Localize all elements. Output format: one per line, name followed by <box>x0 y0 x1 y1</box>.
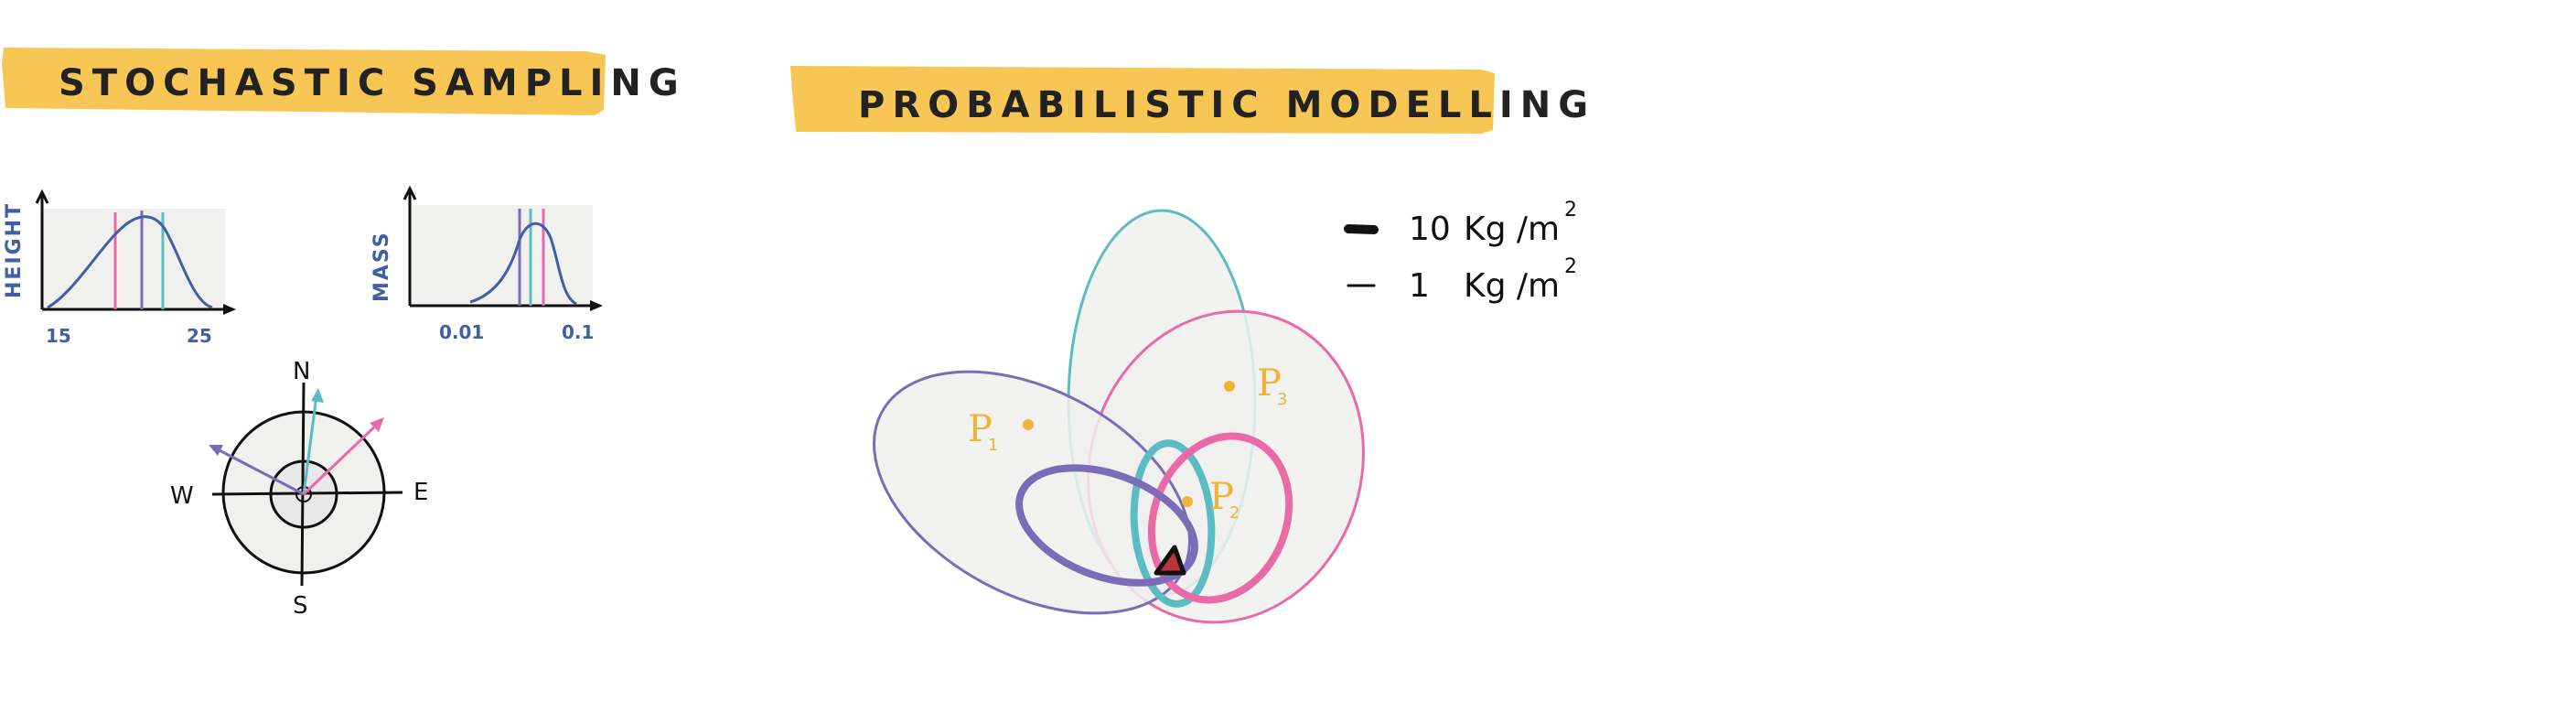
contour-thick-teal <box>1130 439 1216 608</box>
wind-arrow-teal-icon <box>311 388 324 403</box>
legend: 10 Kg /m 2 1 Kg /m 2 <box>1344 199 1577 305</box>
height-y-arrow-icon <box>35 189 49 204</box>
mass-x-arrow-icon <box>590 300 603 311</box>
mass-y-arrow-icon <box>402 185 417 200</box>
probability-diagram: P 1 P 2 P 3 <box>873 209 1365 624</box>
mass-ylabel: MASS <box>370 231 393 302</box>
point-p2-sub: 2 <box>1229 503 1240 523</box>
volcano-icon <box>1154 545 1186 576</box>
height-x-arrow-icon <box>223 304 236 315</box>
point-p1-sub: 1 <box>988 436 998 455</box>
mass-plot-bg <box>410 205 593 306</box>
height-ylabel: HEIGHT <box>3 202 26 298</box>
compass-south: S <box>293 592 308 620</box>
probabilistic-banner: PROBABILISTIC MODELLING <box>790 66 1595 134</box>
compass-ns-line <box>300 382 306 587</box>
height-distribution-curve <box>47 215 213 309</box>
wind-arrow-pink-icon <box>370 417 384 432</box>
legend-thick-exp: 2 <box>1564 199 1577 221</box>
legend-thick-value: 10 <box>1409 211 1451 248</box>
height-xmax-label: 25 <box>187 325 212 347</box>
height-xmin-label: 15 <box>46 325 71 347</box>
point-p3-marker <box>1224 381 1235 392</box>
compass-west: W <box>170 482 194 510</box>
point-p2-label: P <box>1209 476 1234 518</box>
stochastic-banner: STOCHASTIC SAMPLING <box>2 48 686 115</box>
wind-vector-teal <box>302 394 318 495</box>
height-plot: HEIGHT 15 25 <box>3 189 236 347</box>
mass-xmin-label: 0.01 <box>439 321 484 343</box>
point-p2-marker <box>1182 496 1193 507</box>
stochastic-banner-bg <box>2 48 606 115</box>
mass-xmax-label: 0.1 <box>562 321 594 343</box>
point-p3-label: P <box>1257 362 1282 405</box>
probabilistic-banner-bg <box>790 66 1495 134</box>
legend-thin-exp: 2 <box>1564 255 1577 278</box>
compass-east: E <box>413 479 428 506</box>
compass-ew-line <box>211 491 403 496</box>
stochastic-title: STOCHASTIC SAMPLING <box>59 62 686 104</box>
mass-distribution-curve <box>469 221 577 306</box>
compass-north: N <box>293 358 310 385</box>
legend-thin-value: 1 <box>1409 267 1430 305</box>
probabilistic-title: PROBABILISTIC MODELLING <box>858 84 1595 126</box>
compass: N S E W <box>170 358 428 620</box>
point-p1-marker <box>1023 419 1034 430</box>
wind-vector-purple <box>215 447 305 496</box>
legend-thick-unit: Kg /m <box>1464 211 1560 248</box>
contour-thick-purple <box>1015 464 1198 587</box>
legend-thick-swatch <box>1344 224 1379 234</box>
point-p1-label: P <box>968 408 993 450</box>
mass-plot: MASS 0.01 0.1 <box>370 185 603 343</box>
wind-arrow-purple-icon <box>209 445 223 456</box>
legend-thin-unit: Kg /m <box>1464 267 1560 305</box>
point-p3-sub: 3 <box>1277 390 1287 409</box>
wind-vector-pink <box>302 421 381 496</box>
